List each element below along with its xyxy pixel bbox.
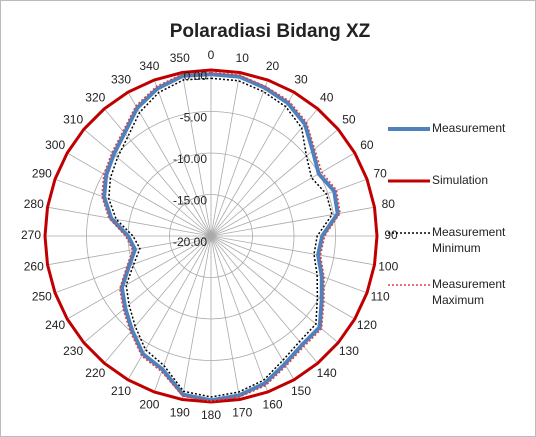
- legend: Measurement Simulation Measurement Minimum…: [386, 120, 534, 328]
- legend-swatch: [388, 284, 430, 286]
- angle-label: 230: [63, 344, 83, 358]
- angle-label: 240: [45, 318, 65, 332]
- angle-label: 30: [294, 72, 308, 86]
- angle-label: 310: [63, 112, 83, 126]
- angle-label: 340: [139, 59, 159, 73]
- series-line: [43, 68, 379, 404]
- angle-label: 270: [21, 228, 41, 242]
- angle-label: 150: [291, 384, 311, 398]
- legend-swatch: [388, 179, 430, 183]
- angle-label: 120: [357, 318, 377, 332]
- angle-label: 330: [111, 72, 131, 86]
- angle-label: 90: [384, 228, 398, 242]
- chart-title: Polaradiasi Bidang XZ: [170, 21, 371, 42]
- legend-label: Measurement Maximum: [432, 277, 506, 307]
- angle-label: 20: [266, 59, 280, 73]
- series-line: [108, 77, 333, 398]
- r-tick-label: -20.00: [173, 235, 207, 249]
- angle-label: 100: [378, 259, 398, 273]
- r-tick-label: -5.00: [180, 111, 208, 125]
- angle-label: 170: [232, 405, 252, 419]
- angle-label: 280: [24, 197, 44, 211]
- grid-ring: [86, 111, 336, 361]
- angle-label: 260: [24, 259, 44, 273]
- angle-label: 50: [342, 112, 356, 126]
- angle-label: 10: [236, 51, 250, 65]
- legend-entry: Simulation: [386, 172, 534, 224]
- angle-label: 180: [201, 408, 221, 422]
- angle-label: 320: [85, 90, 105, 104]
- angle-label: 80: [382, 197, 396, 211]
- angle-label: 220: [85, 366, 105, 380]
- legend-entry: Measurement: [386, 120, 534, 172]
- angle-label: 0: [208, 48, 215, 62]
- angle-label: 60: [360, 138, 374, 152]
- angle-label: 110: [371, 290, 390, 304]
- r-tick-label: -10.00: [173, 152, 207, 166]
- legend-label: Measurement Minimum: [432, 225, 506, 255]
- angle-label: 200: [139, 397, 159, 411]
- angle-label: 40: [320, 90, 334, 104]
- legend-label: Simulation: [432, 173, 489, 187]
- r-tick-label: 0.00: [184, 69, 208, 83]
- legend-entry: Measurement Minimum: [386, 224, 534, 276]
- legend-label: Measurement: [432, 121, 506, 135]
- grid-ring: [169, 194, 253, 278]
- legend-swatch: [388, 127, 430, 131]
- angle-label: 250: [32, 290, 52, 304]
- angle-label: 350: [170, 51, 190, 65]
- legend-entry: Measurement Maximum: [386, 276, 534, 328]
- r-tick-label: -15.00: [173, 194, 207, 208]
- angle-label: 140: [317, 366, 337, 380]
- angle-label: 290: [32, 167, 52, 181]
- angle-label: 70: [373, 167, 387, 181]
- legend-swatch: [388, 232, 430, 234]
- angle-label: 190: [170, 405, 190, 419]
- angle-label: 160: [263, 397, 283, 411]
- angle-label: 210: [111, 384, 131, 398]
- series-line: [101, 71, 341, 402]
- angle-label: 130: [339, 344, 359, 358]
- angle-label: 300: [45, 138, 65, 152]
- series-line: [102, 72, 340, 403]
